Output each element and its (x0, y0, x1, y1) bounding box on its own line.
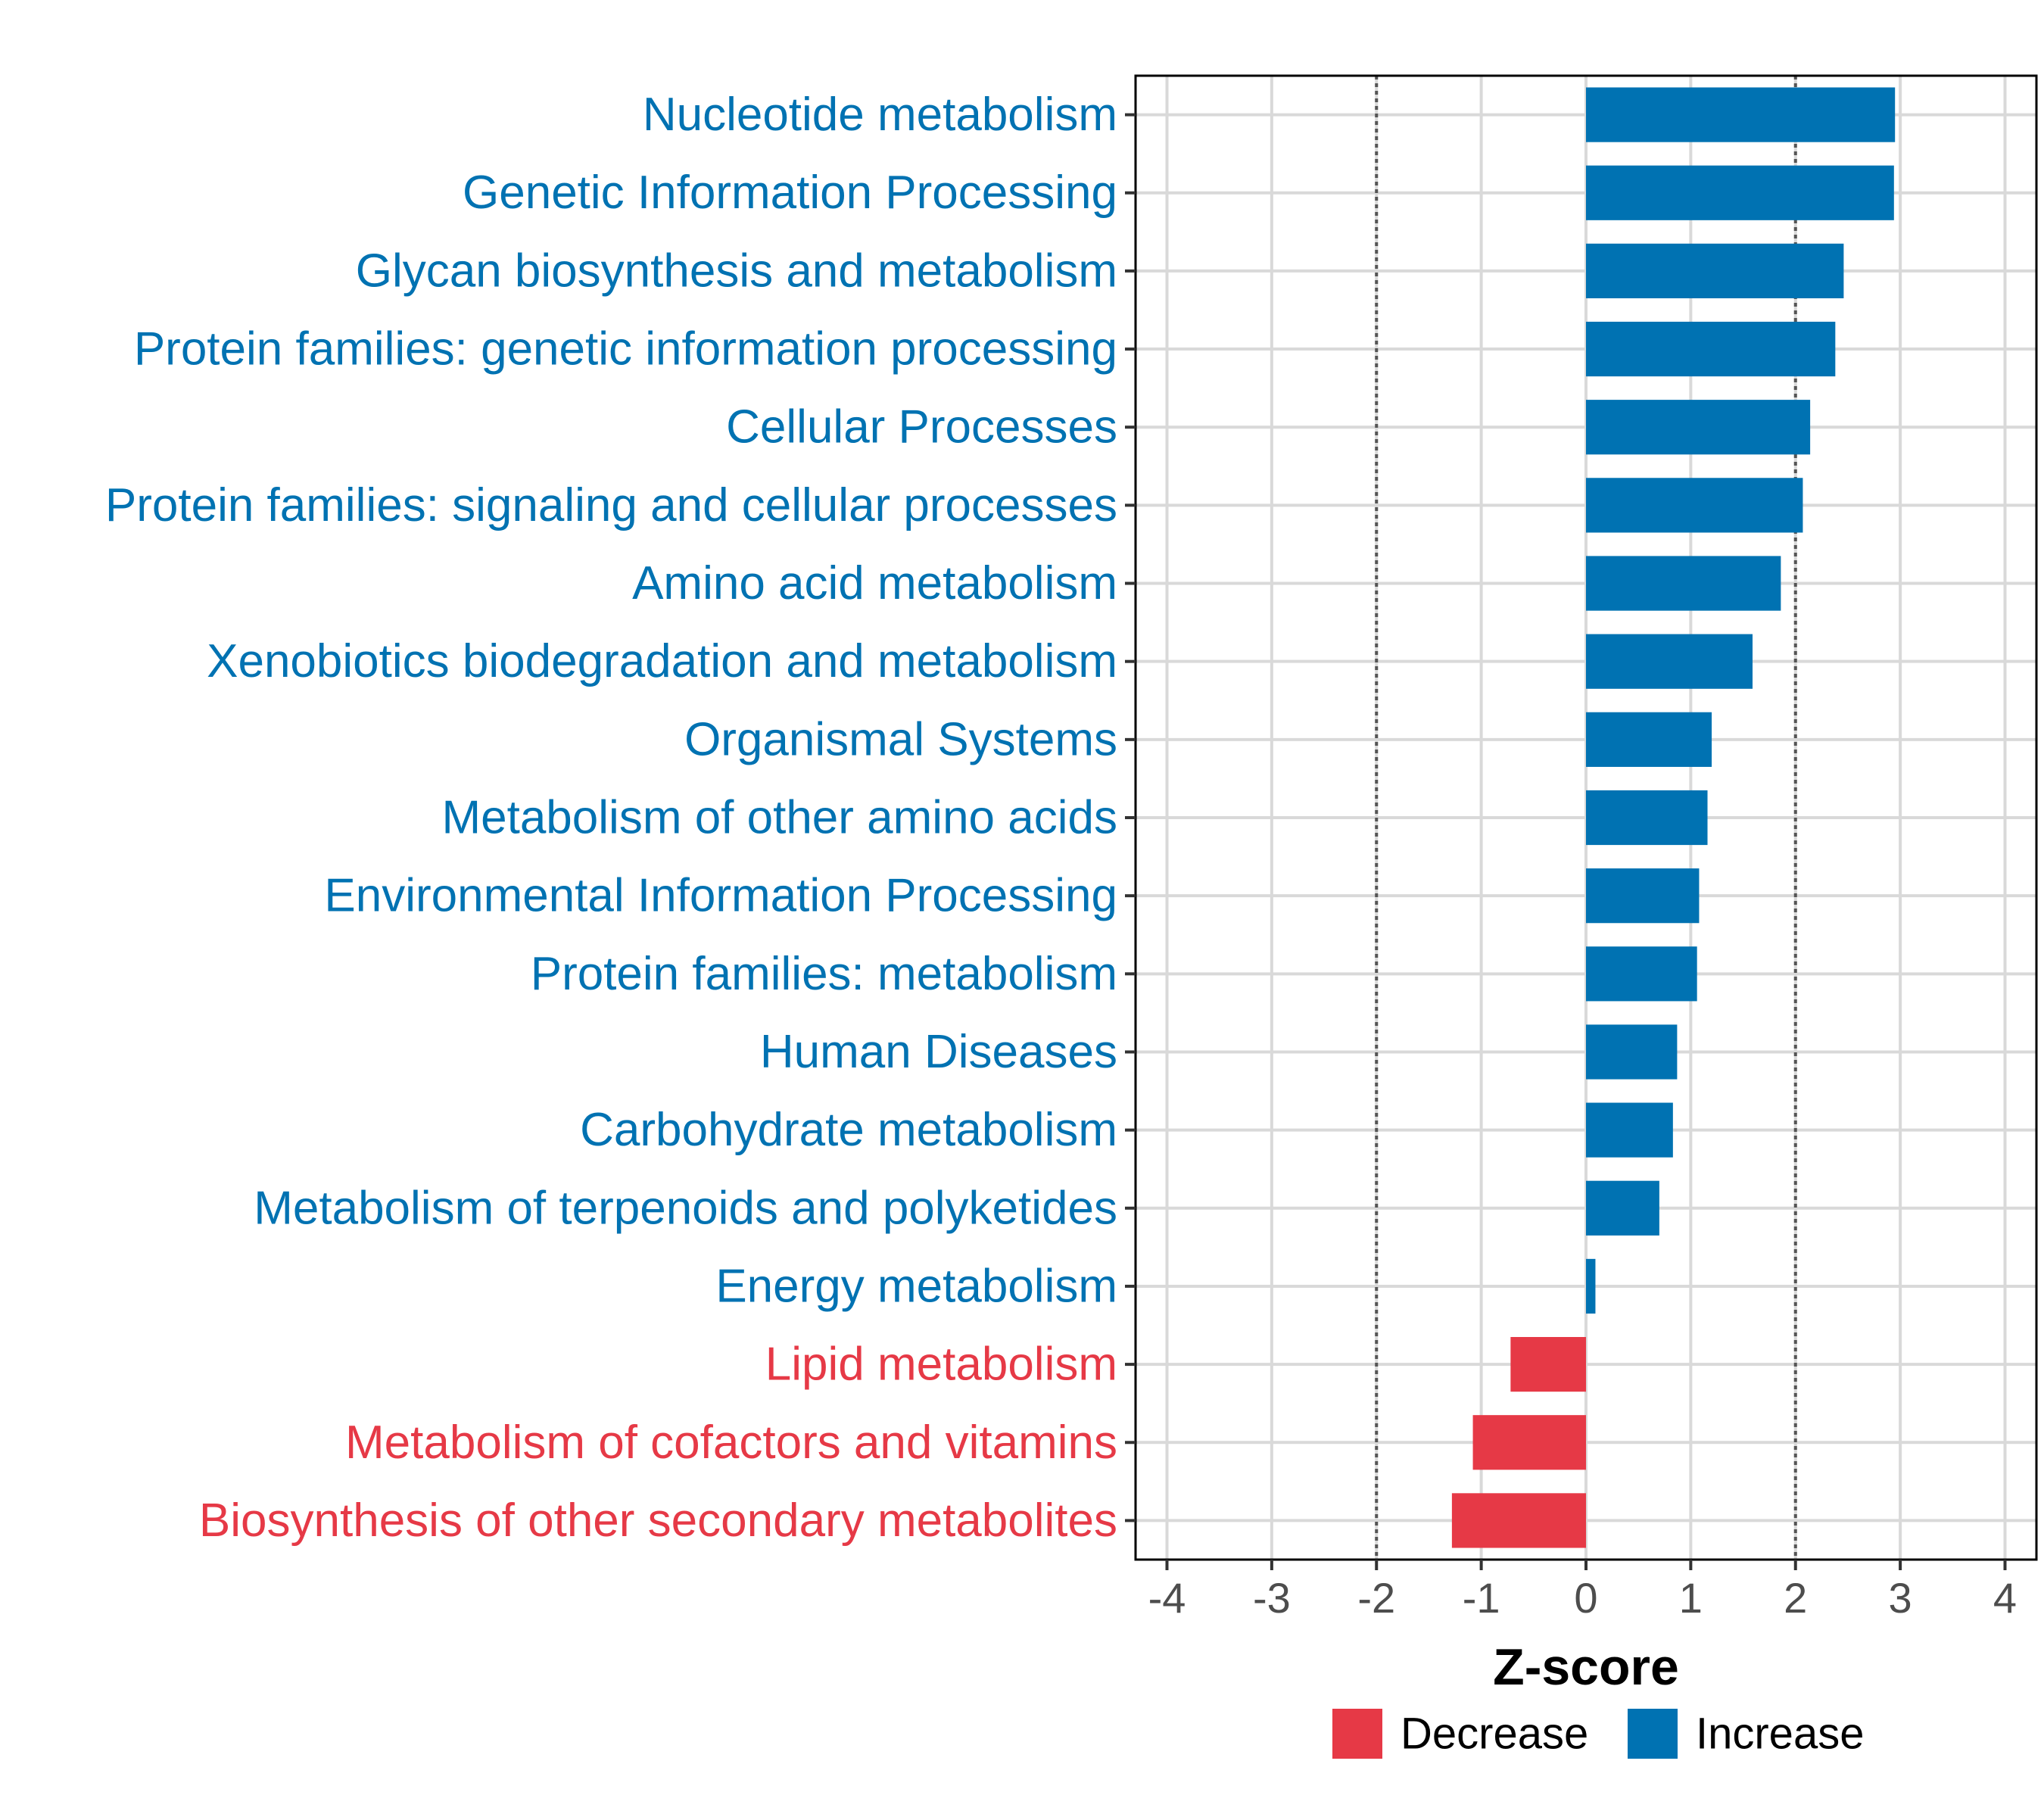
x-tick-label: -3 (1253, 1574, 1291, 1622)
bar (1586, 712, 1712, 767)
y-tick-label: Genetic Information Processing (463, 167, 1117, 219)
bar (1586, 1102, 1673, 1158)
bar (1586, 87, 1896, 142)
bar (1586, 478, 1803, 533)
y-tick-label: Energy metabolism (715, 1260, 1117, 1312)
bars (1451, 87, 1896, 1548)
x-axis: -4 -3 -2 -1 0 1 2 3 4 (1148, 1560, 2017, 1622)
x-tick-label: -1 (1463, 1574, 1500, 1622)
y-tick-label: Xenobiotics biodegradation and metabolis… (207, 635, 1117, 687)
bar (1451, 1493, 1586, 1548)
y-tick-label: Protein families: signaling and cellular… (105, 479, 1117, 531)
bar (1586, 1258, 1596, 1314)
x-tick-label: 0 (1574, 1574, 1597, 1622)
y-tick-label: Metabolism of terpenoids and polyketides (254, 1182, 1117, 1234)
plot-panel (1134, 74, 2038, 1561)
bar (1586, 946, 1697, 1002)
bar (1586, 321, 1836, 377)
y-tick-label: Nucleotide metabolism (643, 89, 1117, 141)
y-tick-label: Biosynthesis of other secondary metaboli… (199, 1494, 1117, 1547)
y-tick-label: Environmental Information Processing (324, 870, 1117, 922)
y-tick-label: Metabolism of other amino acids (441, 792, 1117, 844)
x-tick-label: 3 (1889, 1574, 1912, 1622)
y-tick-label: Protein families: metabolism (531, 948, 1117, 1000)
y-tick-label: Glycan biosynthesis and metabolism (356, 245, 1117, 297)
y-tick-label: Human Diseases (760, 1026, 1117, 1078)
y-axis: Nucleotide metabolism Genetic Information… (105, 89, 1136, 1547)
x-tick-label: 4 (1993, 1574, 2017, 1622)
bar (1586, 243, 1844, 298)
x-axis-title: Z-score (1493, 1638, 1679, 1696)
bar (1586, 1024, 1678, 1080)
legend-label: Increase (1696, 1709, 1864, 1759)
bar (1586, 790, 1708, 846)
bar (1586, 1180, 1659, 1236)
legend-label: Decrease (1401, 1709, 1588, 1759)
y-tick-label: Metabolism of cofactors and vitamins (345, 1417, 1117, 1469)
x-tick-label: 2 (1784, 1574, 1807, 1622)
bar (1472, 1415, 1586, 1470)
y-tick-label: Organismal Systems (684, 713, 1117, 765)
bar (1586, 400, 1811, 455)
x-tick-label: -2 (1357, 1574, 1395, 1622)
bar (1586, 556, 1781, 611)
bar (1586, 165, 1894, 220)
y-tick-label: Protein families: genetic information pr… (134, 323, 1117, 376)
reference-lines (1375, 76, 1797, 1560)
bar (1586, 868, 1700, 924)
bar (1510, 1337, 1586, 1392)
y-tick-label: Amino acid metabolism (632, 557, 1117, 609)
y-tick-label: Cellular Processes (726, 401, 1117, 453)
y-tick-label: Lipid metabolism (765, 1339, 1117, 1391)
legend: Decrease Increase (1332, 1709, 1864, 1759)
bar (1586, 634, 1753, 689)
y-tick-label: Carbohydrate metabolism (580, 1104, 1117, 1156)
legend-swatch (1628, 1709, 1678, 1759)
x-tick-label: -4 (1148, 1574, 1186, 1622)
x-tick-label: 1 (1679, 1574, 1703, 1622)
legend-swatch (1332, 1709, 1382, 1759)
